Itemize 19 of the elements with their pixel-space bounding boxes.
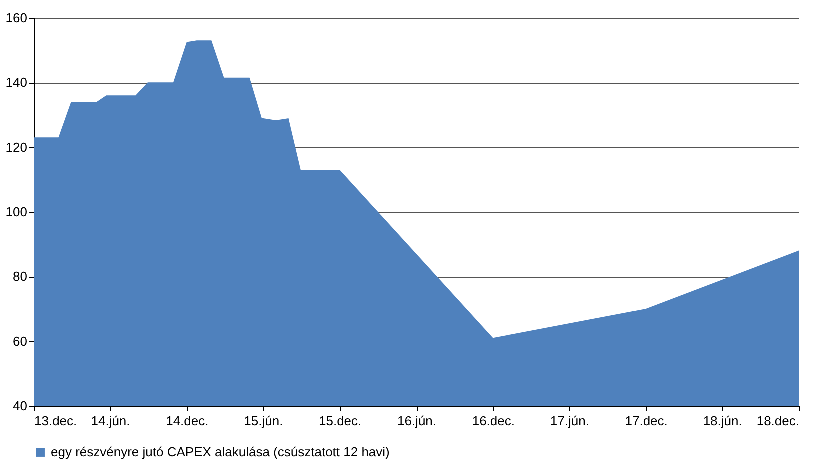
- x-tick-label: 15.dec.: [319, 414, 362, 428]
- y-tick-label: 100: [6, 204, 28, 220]
- x-tick-label: 16.jún.: [397, 414, 437, 428]
- y-tick-label: 140: [6, 75, 28, 90]
- x-tick-label: 16.dec.: [472, 414, 515, 428]
- y-tick-label: 40: [13, 398, 28, 414]
- y-tick-label: 120: [6, 140, 28, 155]
- x-tick-label: 14.dec.: [166, 414, 209, 428]
- y-tick-label: 60: [13, 334, 28, 349]
- y-tick-label: 80: [13, 269, 28, 284]
- x-tick-label: 15.jún.: [244, 414, 284, 428]
- x-tick-label: 14.jún.: [91, 414, 130, 428]
- x-tick-label: 18.jún.: [703, 414, 742, 428]
- x-tick-label: 18.dec.: [756, 414, 800, 428]
- x-tick-label: 17.dec.: [625, 414, 668, 428]
- y-tick-label: 160: [6, 10, 28, 26]
- x-tick-label: 17.jún.: [550, 414, 590, 428]
- x-tick-label: 13.dec.: [34, 414, 78, 428]
- legend-label: egy részvényre jutó CAPEX alakulása (csúsztatott 12 havi): [51, 444, 390, 460]
